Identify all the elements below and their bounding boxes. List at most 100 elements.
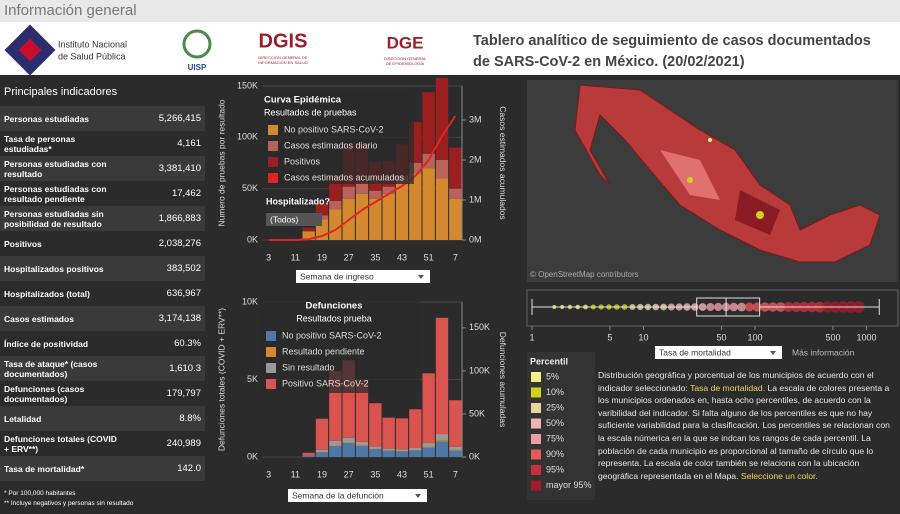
percentile-label: 5% bbox=[546, 371, 559, 381]
dashboard-title: Tablero analítico de seguimiento de caso… bbox=[473, 33, 871, 49]
y-axis-label: Defunciones totales (COVID + ERV**) bbox=[216, 308, 226, 451]
panel-title: Principales indicadores bbox=[4, 86, 118, 98]
logo-text: DIRECCIÓN GENERAL DE bbox=[258, 55, 308, 60]
x-tick-label: 3 bbox=[266, 469, 271, 479]
percentile-swatch[interactable] bbox=[531, 449, 541, 460]
legend-label: No positivo SARS-CoV-2 bbox=[284, 124, 384, 134]
dropdown[interactable] bbox=[288, 489, 427, 502]
description-text: Tasa de mortalidad bbox=[690, 382, 763, 393]
indicator-label: Personas estudiadas con resultado bbox=[4, 158, 107, 179]
indicator-value: 3,174,138 bbox=[158, 313, 201, 324]
indicator-label: Personas estudiadas bbox=[4, 113, 90, 124]
bar-segment bbox=[409, 450, 422, 457]
legend-label: Casos estimados acumulados bbox=[284, 172, 405, 182]
percentile-label: 90% bbox=[546, 449, 564, 459]
indicator-row: Índice de positividad 60.3% bbox=[0, 331, 205, 356]
bar-segment bbox=[355, 441, 369, 446]
y2-tick-label: 2M bbox=[469, 154, 482, 164]
logo-text: UISP bbox=[188, 63, 207, 72]
legend-swatch bbox=[266, 379, 276, 389]
percentile-swatch[interactable] bbox=[531, 403, 541, 413]
y2-tick-label: 3M bbox=[469, 114, 482, 124]
box bbox=[696, 297, 761, 317]
footnote: ** Incluye negativos y personas sin resu… bbox=[4, 500, 134, 507]
bar-segment bbox=[435, 178, 449, 240]
indicator-label: Tasa de ataque* (casos documentados) bbox=[4, 358, 98, 379]
bar-segment bbox=[315, 452, 329, 457]
percentile-label: 10% bbox=[546, 387, 564, 397]
indicator-row: Personas estudiadas con resultado pendie… bbox=[0, 181, 205, 206]
percentile-swatch[interactable] bbox=[531, 465, 541, 475]
legend-swatch bbox=[266, 331, 276, 341]
bar-segment bbox=[342, 442, 355, 444]
bar-segment bbox=[355, 182, 369, 194]
dropdown-arrow bbox=[415, 494, 421, 498]
indicator-label: Positivos bbox=[4, 238, 42, 249]
info-link[interactable]: Más información bbox=[792, 347, 855, 357]
percentile-swatch[interactable] bbox=[531, 372, 541, 382]
percentile-swatch[interactable] bbox=[531, 480, 541, 491]
bar-segment bbox=[355, 193, 369, 240]
bar-segment bbox=[409, 448, 422, 451]
legend-subtitle: Resultados de pruebas bbox=[264, 107, 357, 117]
bar-segment bbox=[302, 231, 315, 240]
bar-segment bbox=[435, 441, 449, 457]
bar-segment bbox=[382, 186, 395, 194]
bar-segment bbox=[449, 147, 462, 189]
bar-segment bbox=[435, 77, 449, 160]
bar-segment bbox=[329, 200, 342, 210]
bar-segment bbox=[449, 449, 462, 451]
dropdown-label: Semana de la defunción bbox=[292, 490, 384, 500]
x-tick-label: 43 bbox=[397, 469, 407, 479]
indicator-row: Tasa de mortalidad* 142.0 bbox=[0, 456, 205, 481]
legend-label: Positivos bbox=[284, 156, 321, 166]
indicator-label: Tasa de mortalidad* bbox=[4, 463, 85, 474]
bar-segment bbox=[395, 449, 409, 452]
indicator-value: 5,266,415 bbox=[158, 113, 201, 124]
footnote: * Por 100,000 habitantes bbox=[4, 490, 76, 497]
dropdown[interactable] bbox=[655, 346, 782, 359]
percentile-swatch[interactable] bbox=[531, 387, 541, 398]
indicator-value: 3,381,410 bbox=[158, 163, 201, 174]
dropdown-label: Tasa de mortalidad bbox=[659, 347, 731, 357]
bar-segment bbox=[409, 173, 422, 240]
logo-text: DE EPIDEMIOLOGÍA bbox=[386, 61, 425, 66]
percentile-swatch[interactable] bbox=[531, 418, 541, 429]
indicator-value: 4,161 bbox=[177, 138, 201, 149]
indicator-label: Letalidad bbox=[4, 413, 42, 424]
legend-subtitle: Resultados prueba bbox=[296, 313, 372, 323]
indicator-row: Defunciones totales (COVID + ERV**) 240,9… bbox=[0, 431, 205, 456]
indicator-row: Defunciones (casos documentados) 179,797 bbox=[0, 381, 205, 406]
indicator-label: Personas estudiadas con resultado pendie… bbox=[4, 183, 107, 204]
legend-box bbox=[262, 92, 414, 184]
uisp-logo bbox=[182, 29, 212, 59]
municipality-dot bbox=[737, 302, 747, 312]
legend-label: Sin resultado bbox=[282, 362, 335, 372]
filter-dropdown[interactable] bbox=[266, 213, 322, 226]
indicator-row: Hospitalizados (total) 636,967 bbox=[0, 281, 205, 306]
dropdown[interactable] bbox=[296, 270, 430, 283]
indicator-value: 383,502 bbox=[166, 263, 201, 274]
filter-value: (Todos) bbox=[270, 214, 299, 224]
percentile-swatch[interactable] bbox=[531, 434, 541, 444]
indicator-label: Tasa de personas estudiadas* bbox=[4, 133, 76, 154]
section-bar bbox=[0, 0, 900, 22]
x-tick-label: 27 bbox=[344, 469, 354, 479]
bar-segment bbox=[302, 227, 315, 231]
x-tick-label: 50 bbox=[716, 332, 726, 342]
y-tick-label: 10K bbox=[242, 296, 258, 306]
x-tick-label: 10 bbox=[639, 332, 649, 342]
municipality-dot bbox=[698, 303, 707, 311]
indicators-panel: Principales indicadores Personas estudiad… bbox=[0, 80, 205, 481]
y-axis-label: Numero de pruebas por resultado bbox=[216, 99, 226, 226]
bar-segment bbox=[449, 450, 462, 457]
indicator-row: Personas estudiadas con resultado 3,381,4… bbox=[0, 156, 205, 181]
description: Distribución geográfica y porcentual de … bbox=[598, 369, 898, 482]
dropdown-arrow bbox=[770, 351, 776, 355]
bar-segment bbox=[329, 446, 342, 457]
municipality-dot bbox=[706, 303, 715, 311]
y2-tick-label: 100K bbox=[469, 365, 490, 375]
x-tick-label: 27 bbox=[344, 252, 354, 262]
bar-segment bbox=[315, 449, 329, 453]
